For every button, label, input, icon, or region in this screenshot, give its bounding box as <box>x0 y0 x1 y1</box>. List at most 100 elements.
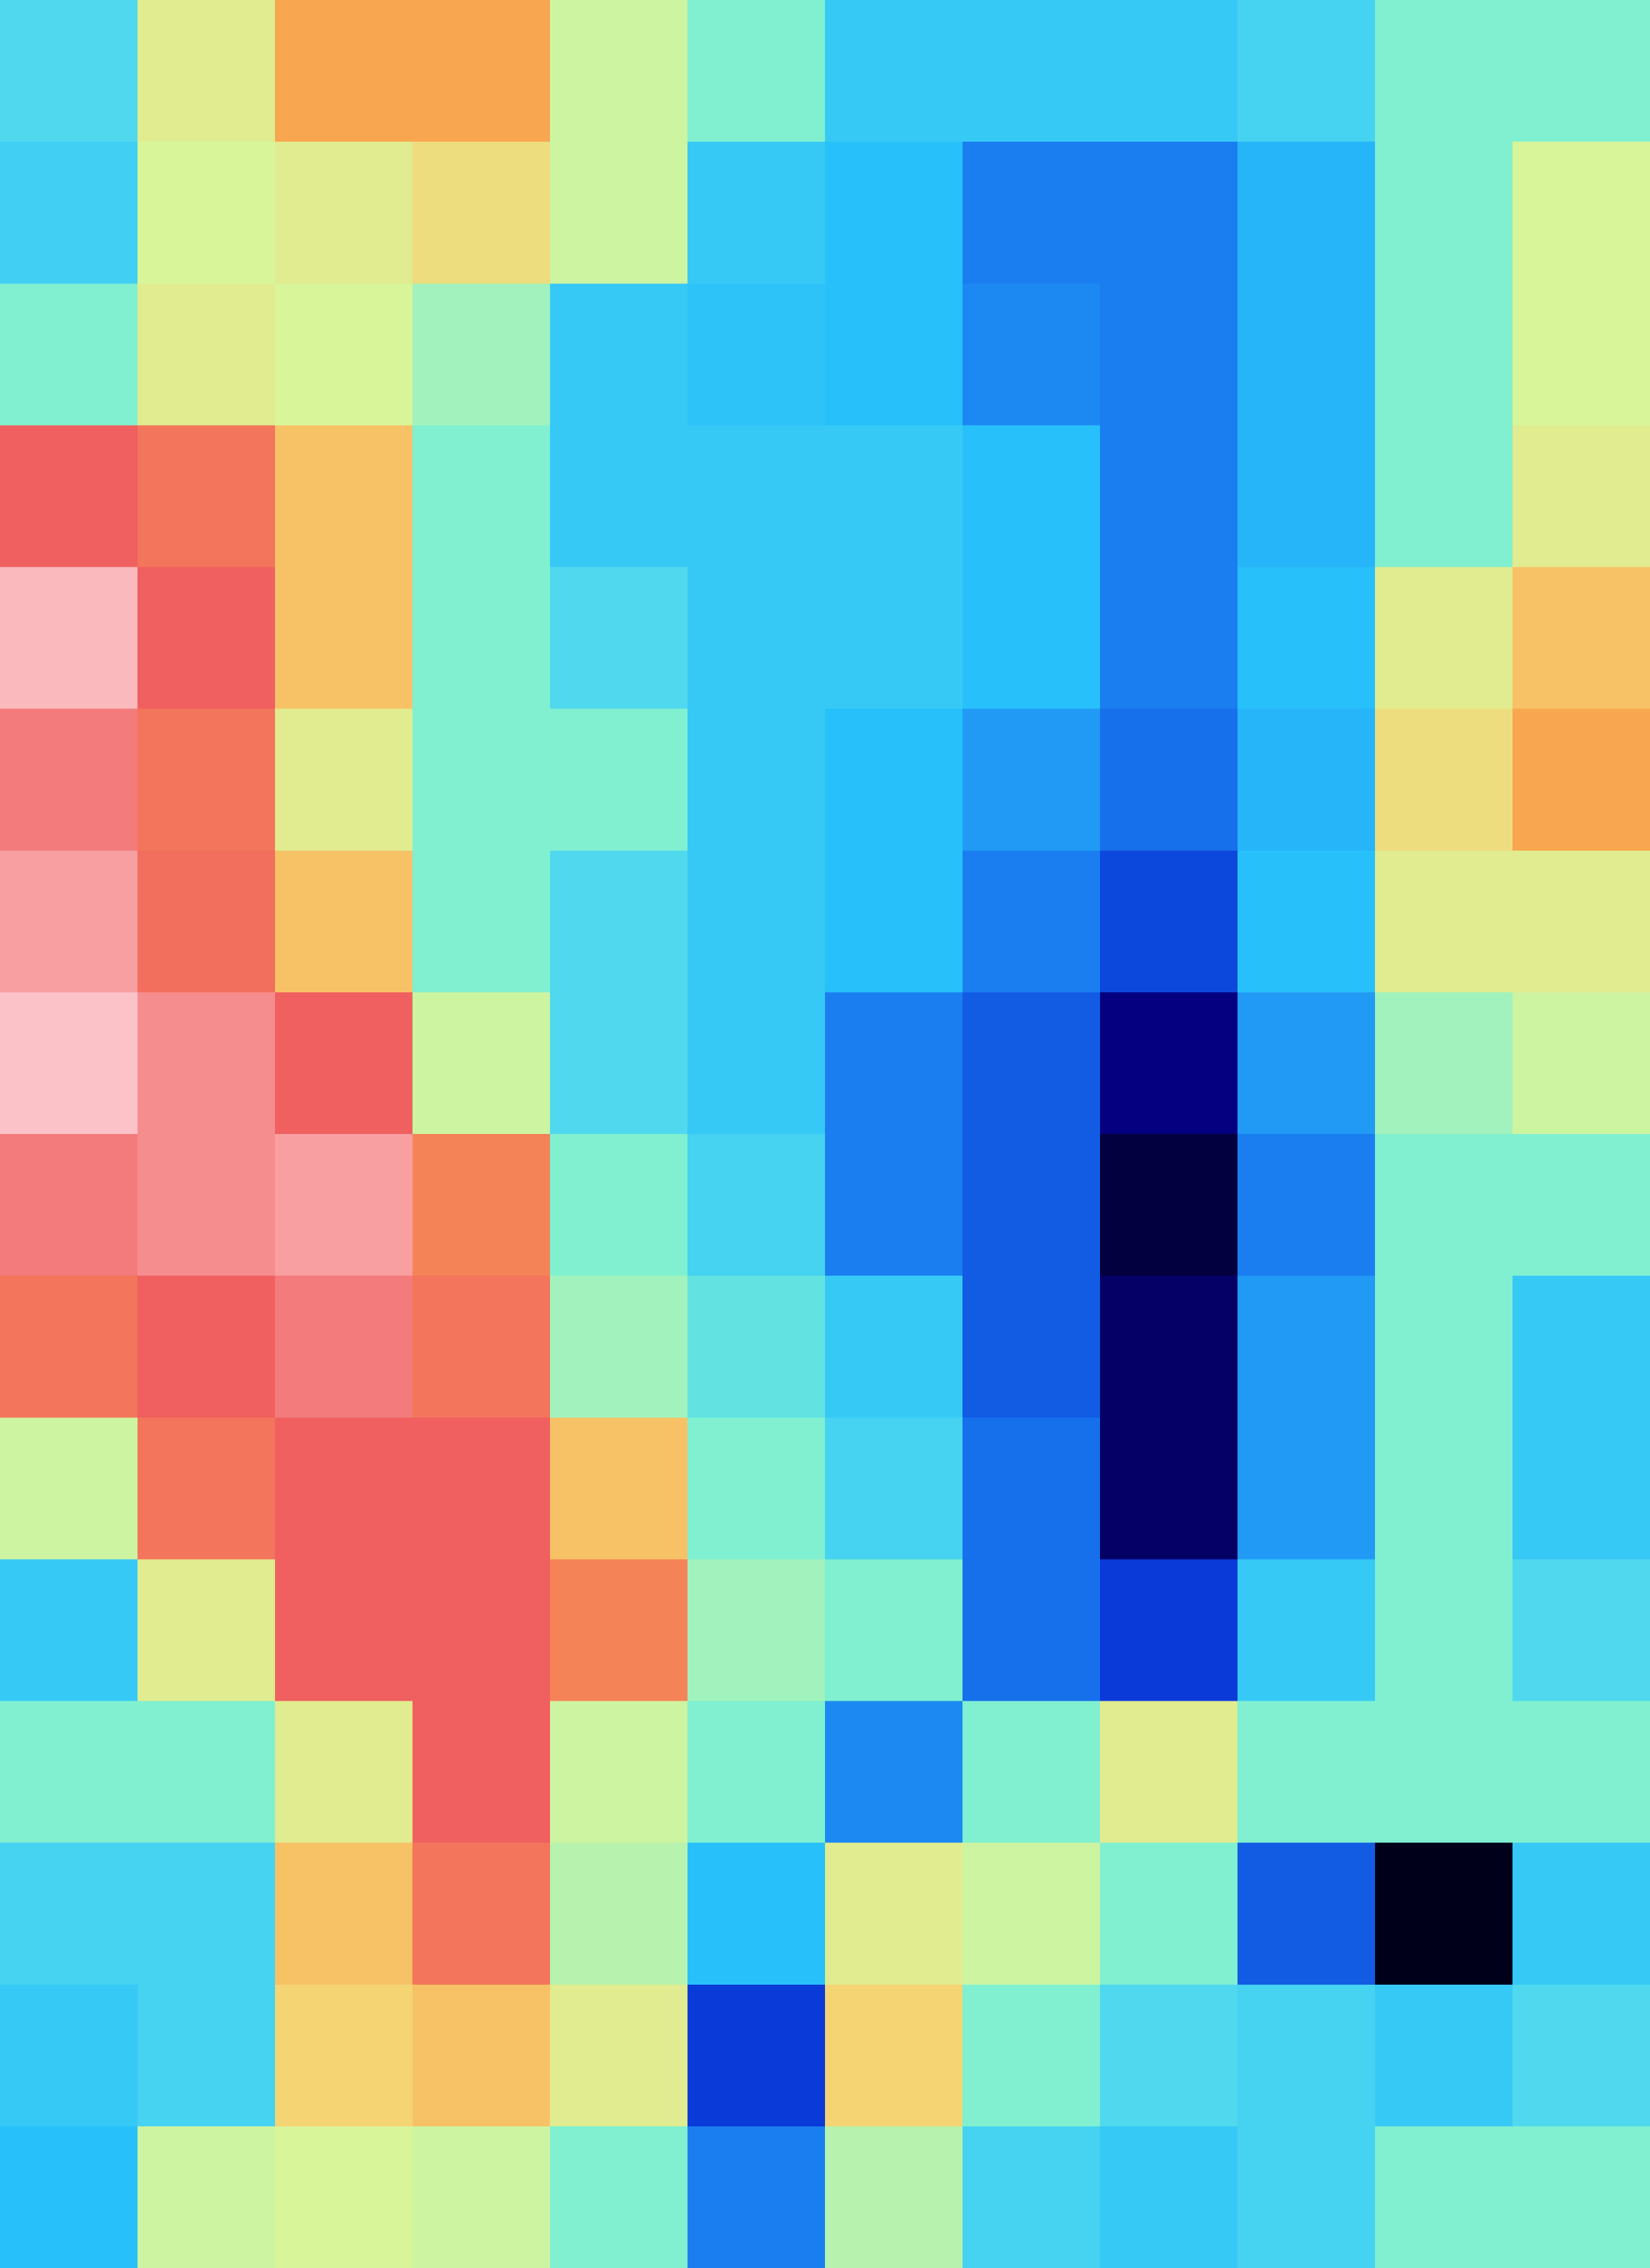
heatmap-cell <box>688 1134 826 1276</box>
heatmap-cell <box>550 567 688 710</box>
heatmap-cell <box>138 1417 276 1560</box>
heatmap-cell <box>0 1701 138 1844</box>
heatmap-cell <box>688 2126 826 2268</box>
heatmap-cell <box>1238 1276 1376 1418</box>
heatmap-cell <box>825 2126 963 2268</box>
heatmap-cell <box>1100 567 1238 710</box>
heatmap-cell <box>138 1559 276 1701</box>
heatmap-cell <box>275 1701 413 1844</box>
heatmap-cell <box>138 2126 276 2268</box>
heatmap-cell <box>825 142 963 284</box>
heatmap-cell <box>138 1134 276 1276</box>
heatmap-cell <box>1512 0 1650 142</box>
heatmap-cell <box>138 992 276 1135</box>
heatmap-cell <box>1238 1134 1376 1276</box>
heatmap-cell <box>962 142 1101 284</box>
heatmap-cell <box>1375 425 1513 567</box>
heatmap-cell <box>412 708 551 851</box>
heatmap-cell <box>550 1701 688 1844</box>
heatmap-cell <box>962 567 1101 710</box>
heatmap-cell <box>1375 992 1513 1135</box>
heatmap-cell <box>688 142 826 284</box>
heatmap-cell <box>412 1701 551 1844</box>
heatmap-cell <box>1100 1984 1238 2127</box>
heatmap-cell <box>1512 992 1650 1135</box>
heatmap-cell <box>138 283 276 426</box>
heatmap-cell <box>0 142 138 284</box>
heatmap-cell <box>1238 708 1376 851</box>
heatmap-cell <box>0 850 138 993</box>
heatmap-cell <box>275 708 413 851</box>
heatmap-cell <box>688 1701 826 1844</box>
heatmap-cell <box>275 850 413 993</box>
heatmap-cell <box>1100 0 1238 142</box>
heatmap-cell <box>1100 1276 1238 1418</box>
heatmap-cell <box>825 992 963 1135</box>
heatmap-cell <box>412 283 551 426</box>
heatmap-cell <box>138 142 276 284</box>
heatmap-cell <box>1100 1417 1238 1560</box>
heatmap-cell <box>1100 1842 1238 1985</box>
heatmap-cell <box>825 708 963 851</box>
heatmap-cell <box>138 708 276 851</box>
heatmap-cell <box>1238 1984 1376 2127</box>
heatmap-cell <box>275 1984 413 2127</box>
heatmap-cell <box>688 850 826 993</box>
heatmap-cell <box>275 1417 413 1560</box>
heatmap-cell <box>550 142 688 284</box>
heatmap-cell <box>275 425 413 567</box>
heatmap-cell <box>1238 1417 1376 1560</box>
heatmap-cell <box>412 2126 551 2268</box>
heatmap-cell <box>1100 1701 1238 1844</box>
heatmap-cell <box>1375 1984 1513 2127</box>
heatmap-cell <box>1100 708 1238 851</box>
heatmap-cell <box>825 1842 963 1985</box>
heatmap-cell <box>1375 283 1513 426</box>
heatmap-cell <box>550 1276 688 1418</box>
heatmap-cell <box>825 1984 963 2127</box>
heatmap-cell <box>1512 1134 1650 1276</box>
heatmap-cell <box>550 1559 688 1701</box>
heatmap-cell <box>550 0 688 142</box>
heatmap-cell <box>1512 425 1650 567</box>
heatmap-cell <box>1238 425 1376 567</box>
heatmap-cell <box>412 1984 551 2127</box>
heatmap-cell <box>688 992 826 1135</box>
heatmap-cell <box>962 1842 1101 1985</box>
heatmap-cell <box>962 850 1101 993</box>
heatmap-cell <box>1512 1276 1650 1418</box>
heatmap-cell <box>550 1984 688 2127</box>
heatmap-cell <box>275 1276 413 1418</box>
heatmap-cell <box>688 1984 826 2127</box>
heatmap-cell <box>962 1559 1101 1701</box>
heatmap-cell <box>275 283 413 426</box>
heatmap-cell <box>825 850 963 993</box>
heatmap-cell <box>1512 1417 1650 1560</box>
heatmap-cell <box>0 992 138 1135</box>
heatmap-cell <box>1238 1559 1376 1701</box>
heatmap-cell <box>688 1417 826 1560</box>
heatmap-cell <box>550 708 688 851</box>
heatmap-cell <box>962 1276 1101 1418</box>
heatmap-cell <box>1100 1559 1238 1701</box>
heatmap-cell <box>412 567 551 710</box>
heatmap-cell <box>1238 0 1376 142</box>
heatmap-cell <box>1375 2126 1513 2268</box>
heatmap-cell <box>1100 425 1238 567</box>
heatmap-cell <box>688 425 826 567</box>
heatmap-cell <box>550 1842 688 1985</box>
heatmap-cell <box>962 283 1101 426</box>
heatmap-cell <box>412 142 551 284</box>
heatmap-cell <box>550 283 688 426</box>
heatmap-cell <box>688 1842 826 1985</box>
heatmap-cell <box>138 850 276 993</box>
heatmap-cell <box>962 0 1101 142</box>
heatmap-cell <box>688 567 826 710</box>
heatmap-cell <box>1375 708 1513 851</box>
heatmap-cell <box>412 1559 551 1701</box>
heatmap-cell <box>412 850 551 993</box>
heatmap-cell <box>1512 567 1650 710</box>
heatmap-cell <box>962 1701 1101 1844</box>
heatmap-cell <box>275 1134 413 1276</box>
